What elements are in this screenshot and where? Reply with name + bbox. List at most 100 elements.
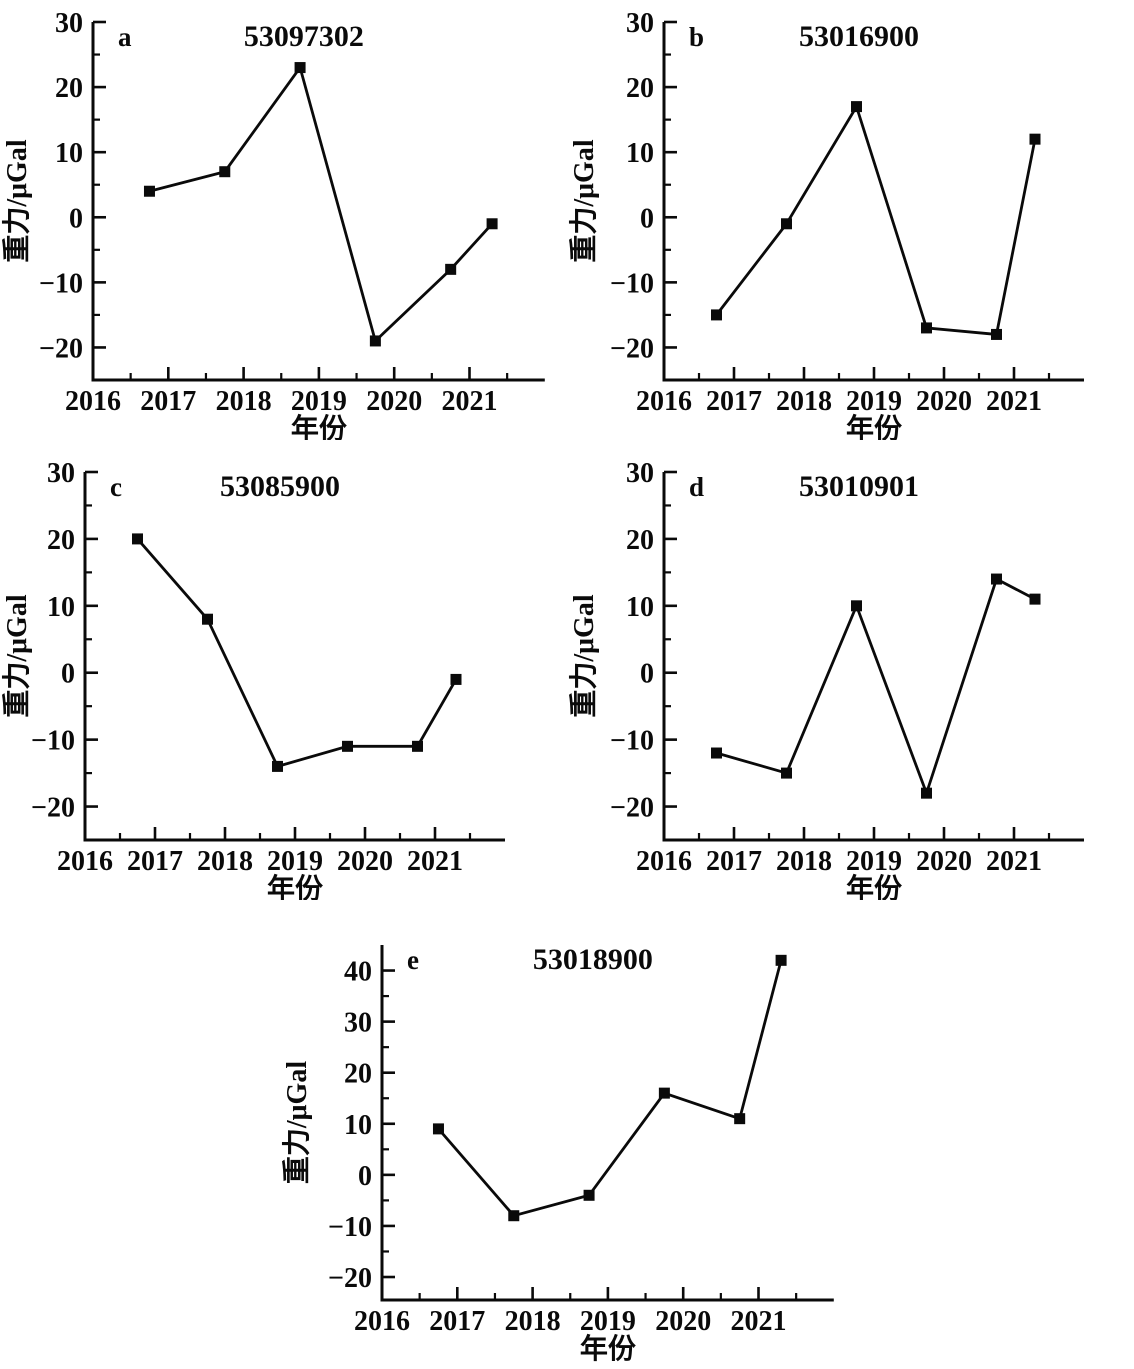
y-tick-label: −10 — [31, 726, 75, 757]
data-point-marker — [851, 600, 862, 612]
x-tick-label: 2017 — [706, 386, 762, 417]
data-point-marker — [583, 1189, 595, 1201]
y-tick-label: 10 — [626, 592, 654, 623]
y-tick-label: 0 — [640, 203, 654, 234]
data-point-marker — [1029, 593, 1041, 605]
y-tick-label: −20 — [610, 333, 654, 364]
y-tick-label: 10 — [626, 138, 654, 169]
y-tick-label: 20 — [626, 73, 654, 104]
data-point-marker — [219, 166, 231, 178]
x-tick-label: 2020 — [916, 846, 972, 877]
data-point-marker — [775, 954, 787, 966]
data-point-marker — [921, 322, 932, 334]
y-tick-label: −10 — [610, 268, 654, 299]
x-tick-label: 2018 — [776, 846, 832, 877]
y-tick-label: −10 — [39, 268, 83, 299]
axis-line — [83, 472, 505, 842]
x-tick-label: 2016 — [57, 846, 113, 877]
x-tick-label: 2021 — [731, 1306, 787, 1337]
y-tick-label: 10 — [55, 138, 83, 169]
x-tick-label: 2019 — [291, 386, 347, 417]
data-point-marker — [1029, 133, 1041, 145]
x-tick-label: 2021 — [442, 386, 498, 417]
x-tick-label: 2016 — [636, 386, 692, 417]
data-point-marker — [432, 1123, 444, 1135]
data-point-marker — [143, 185, 155, 197]
y-tick-label: −10 — [610, 726, 654, 757]
y-tick-label: 30 — [47, 458, 75, 489]
x-tick-label: 2021 — [407, 846, 463, 877]
x-tick-label: 2016 — [65, 386, 121, 417]
data-point-marker — [781, 218, 792, 230]
y-axis-label: 重力/μGal — [568, 139, 600, 262]
x-tick-label: 2017 — [127, 846, 183, 877]
y-tick-label: 20 — [47, 525, 75, 556]
x-axis-label: 年份 — [291, 412, 347, 440]
y-tick-label: 20 — [55, 73, 83, 104]
y-tick-label: 0 — [69, 203, 83, 234]
data-point-marker — [508, 1210, 520, 1222]
data-point-marker — [991, 573, 1002, 585]
x-tick-label: 2017 — [706, 846, 762, 877]
data-point-marker — [921, 787, 932, 799]
x-axis-label: 年份 — [267, 872, 323, 900]
x-tick-label: 2020 — [337, 846, 393, 877]
station-id-title: 53016900 — [799, 20, 919, 53]
x-tick-label: 2019 — [846, 846, 902, 877]
x-tick-label: 2020 — [916, 386, 972, 417]
y-tick-label: 30 — [344, 1008, 372, 1039]
data-point-marker — [991, 328, 1002, 340]
chart-panel-c: −20 −10 0 10 20 30 2016 2017 2018 2019 2020 2021 c 53… — [0, 440, 567, 900]
x-tick-label: 2019 — [846, 386, 902, 417]
data-point-marker — [202, 613, 213, 625]
x-tick-label: 2020 — [366, 386, 422, 417]
x-tick-label: 2019 — [580, 1306, 636, 1337]
x-axis-label: 年份 — [846, 412, 902, 440]
y-tick-label: −20 — [31, 793, 75, 824]
data-polyline — [149, 64, 494, 344]
data-point-marker — [781, 767, 792, 779]
y-tick-label: 0 — [358, 1161, 372, 1192]
x-tick-label: 2016 — [354, 1306, 410, 1337]
station-id-title: 53010901 — [799, 470, 919, 503]
station-id-title: 53018900 — [533, 943, 653, 976]
data-point-marker — [369, 335, 381, 347]
chart-panel-d: −20 −10 0 10 20 30 2016 2017 2018 2019 2020 2021 d 53… — [567, 440, 1134, 900]
chart-b-svg: −20 −10 0 10 20 30 2016 2017 2018 2019 2020 2021 b 53… — [568, 8, 1084, 440]
chart-panel-e: −20 −10 0 10 20 30 40 2016 2017 2018 2019 2020 2021 e… — [280, 900, 860, 1369]
data-polyline — [136, 537, 458, 769]
panel-letter: a — [118, 22, 132, 52]
data-point-marker — [445, 263, 457, 275]
x-axis-label: 年份 — [580, 1332, 636, 1365]
data-polyline — [715, 103, 1037, 336]
x-tick-label: 2016 — [636, 846, 692, 877]
data-point-marker — [851, 101, 862, 113]
y-axis-label: 重力/μGal — [281, 1061, 313, 1184]
panel-letter: b — [689, 22, 704, 52]
chart-panel-a: −20 −10 0 10 20 30 2016 2017 2018 2019 2020 2021 a 53… — [0, 0, 567, 440]
x-tick-label: 2017 — [140, 386, 196, 417]
chart-e-svg: −20 −10 0 10 20 30 40 2016 2017 2018 2019 2020 2021 e… — [281, 943, 834, 1365]
x-axis-label: 年份 — [846, 872, 902, 900]
chart-d-svg: −20 −10 0 10 20 30 2016 2017 2018 2019 2020 2021 d 53… — [568, 458, 1084, 900]
y-axis-label: 重力/μGal — [1, 594, 33, 717]
y-tick-label: 10 — [344, 1110, 372, 1141]
data-point-marker — [294, 62, 306, 74]
y-tick-label: 0 — [640, 659, 654, 690]
y-tick-label: 40 — [344, 957, 372, 988]
axis-line — [380, 945, 834, 1302]
y-tick-label: −10 — [328, 1212, 372, 1243]
axis-line — [662, 22, 1084, 382]
x-tick-label: 2018 — [505, 1306, 561, 1337]
y-tick-label: 30 — [55, 8, 83, 39]
y-tick-label: −20 — [328, 1263, 372, 1294]
data-polyline — [437, 959, 783, 1218]
station-id-title: 53097302 — [244, 20, 364, 53]
data-point-marker — [734, 1113, 746, 1125]
x-tick-label: 2017 — [429, 1306, 485, 1337]
y-tick-label: 30 — [626, 8, 654, 39]
x-tick-label: 2021 — [986, 386, 1042, 417]
y-tick-label: 0 — [61, 659, 75, 690]
data-point-marker — [711, 747, 722, 759]
y-tick-label: −20 — [39, 333, 83, 364]
